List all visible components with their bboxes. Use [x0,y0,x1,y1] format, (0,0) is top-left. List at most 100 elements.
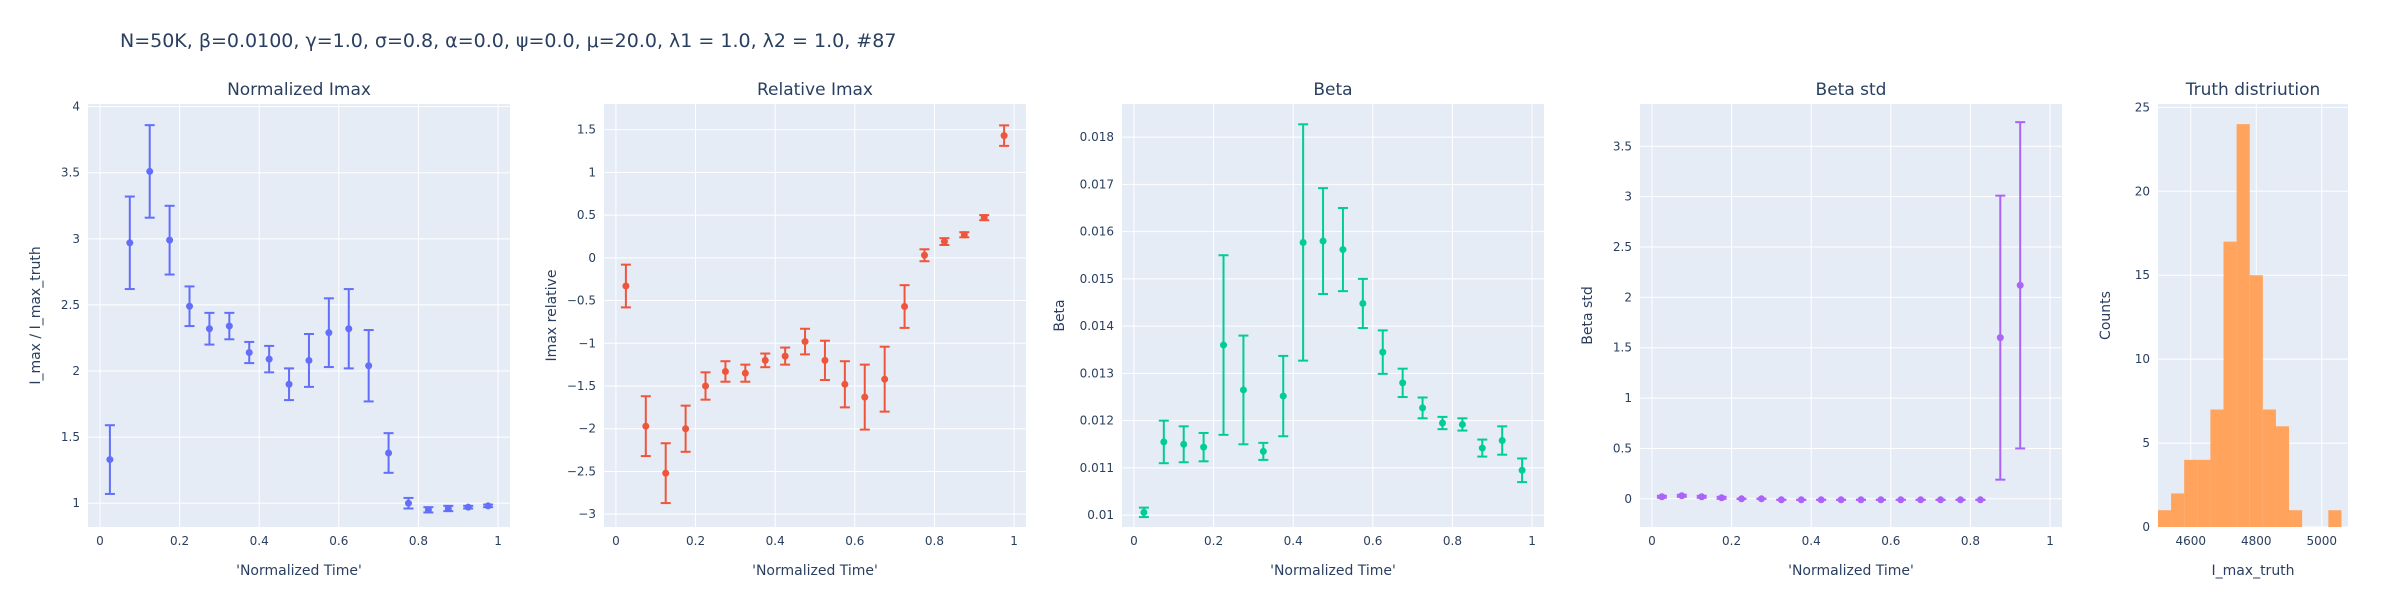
data-point [741,369,749,377]
histogram-bar [2249,275,2263,527]
x-tick-label: 5000 [2307,534,2338,548]
x-tick-label: 0 [96,534,104,548]
y-tick-label: −3 [578,507,596,521]
y-axis-label: Imax relative [544,270,560,362]
data-point [444,504,452,512]
y-tick-label: 2 [1624,290,1632,304]
histogram-bar [2223,241,2237,527]
plot-background [1122,104,1544,527]
data-point [1359,299,1367,307]
data-point [901,303,909,311]
data-point [1498,437,1506,445]
y-tick-label: 0.015 [1080,272,1114,286]
data-point [126,239,134,247]
data-point [622,282,630,290]
y-tick-label: 0.5 [1613,441,1632,455]
plot-background [1640,104,2062,527]
x-tick-label: 0.2 [686,534,705,548]
y-tick-label: 3 [72,232,80,246]
x-axis-label: 'Normalized Time' [1270,563,1396,579]
y-tick-label: 5 [2142,436,2150,450]
subplot-1: 1 1.5 2 2.5 3 3.5 4 0 0.2 0.4 0.6 0.8 1 Normalized Im… [28,80,510,579]
data-point [861,393,869,401]
y-tick-label: 3.5 [61,166,80,180]
x-axis-label: I_max_truth [2211,563,2294,579]
y-tick-label: 0.017 [1080,177,1114,191]
data-point [305,356,313,364]
subplot-title: Truth distriution [2185,80,2321,100]
data-point [940,238,948,246]
y-tick-label: 4 [72,100,80,114]
data-point [1458,420,1466,428]
x-tick-label: 0.4 [250,534,269,548]
data-point [821,356,829,364]
data-point [1478,444,1486,452]
histogram-bar [2275,426,2290,527]
data-point [1877,496,1885,504]
data-point [1857,496,1865,504]
y-tick-label: −1 [578,336,596,350]
data-point [404,499,412,507]
data-point [325,329,333,337]
y-tick-label: 0.012 [1080,414,1114,428]
data-point [1438,419,1446,427]
data-point [1299,238,1307,246]
x-tick-label: 0 [612,534,620,548]
data-point [721,367,729,375]
data-point [1279,392,1287,400]
plot-background [88,104,510,527]
data-point [702,382,710,390]
subplot-title: Beta std [1816,80,1887,100]
x-tick-label: 0.4 [1284,534,1303,548]
data-point [761,356,769,364]
y-tick-label: 0.013 [1080,366,1114,380]
y-tick-label: 2.5 [1613,240,1632,254]
x-axis-label: 'Normalized Time' [752,563,878,579]
y-axis-label: Counts [2098,291,2114,340]
y-tick-label: 0 [2142,520,2150,534]
data-point [1678,492,1686,500]
x-tick-label: 0.6 [845,534,864,548]
subplot-title: Beta [1313,80,1352,100]
x-tick-label: 0.8 [925,534,944,548]
y-tick-label: 2.5 [61,298,80,312]
y-axis-label: Beta std [1580,286,1596,344]
histogram-bar [2197,459,2211,527]
data-point [186,302,194,310]
x-tick-label: 0 [1648,534,1656,548]
data-point [1937,496,1945,504]
y-tick-label: 10 [2135,352,2150,366]
data-point [265,355,273,363]
data-point [424,506,432,514]
data-point [1259,447,1267,455]
data-point [1180,440,1188,448]
data-point [1797,496,1805,504]
data-point [2016,281,2024,289]
histogram-bar [2262,409,2276,527]
y-tick-label: 1 [588,165,596,179]
y-tick-label: 0.011 [1080,461,1114,475]
data-point [106,456,114,464]
data-point [345,325,353,333]
data-point [662,469,670,477]
y-tick-label: 0.014 [1080,319,1114,333]
data-point [245,349,253,357]
data-point [1817,496,1825,504]
y-tick-label: 0.016 [1080,225,1114,239]
subplot-3: 0.01 0.011 0.012 0.013 0.014 0.015 0.016 0.017 0… [1052,80,1544,579]
x-tick-label: 0.4 [1802,534,1821,548]
histogram-bar [2236,124,2250,528]
data-point [881,375,889,383]
data-point [1000,132,1008,140]
data-point [1160,438,1168,446]
data-point [1319,237,1327,245]
data-point [1399,379,1407,387]
data-point [166,236,174,244]
x-tick-label: 4800 [2241,534,2272,548]
data-point [1239,386,1247,394]
histogram-bar [2184,459,2198,527]
x-tick-label: 4600 [2175,534,2206,548]
data-point [1339,246,1347,254]
x-tick-label: 0 [1130,534,1138,548]
data-point [146,167,154,175]
